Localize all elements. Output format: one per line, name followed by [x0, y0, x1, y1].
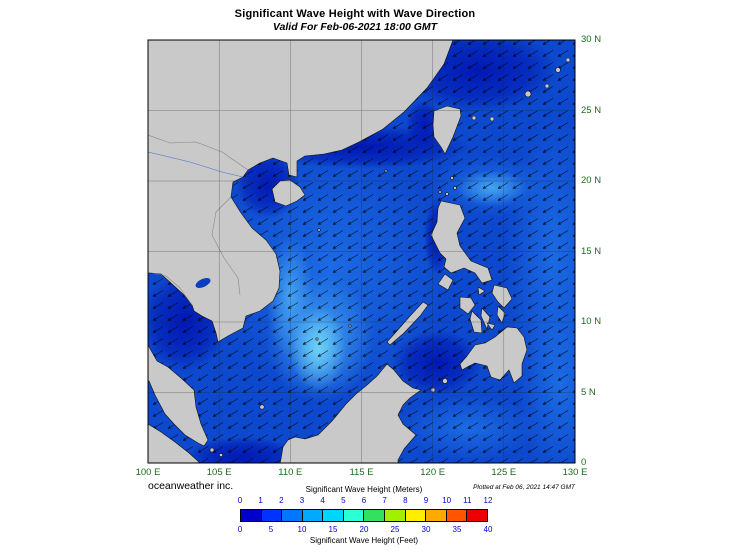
- colorbar-cell: [426, 510, 447, 521]
- colorbar-cell: [446, 510, 468, 521]
- credit-text: oceanweather inc.: [148, 480, 234, 492]
- lon-tick-label: 125 E: [491, 467, 517, 478]
- lon-tick-label: 110 E: [278, 467, 303, 478]
- lon-tick-label: 120 E: [420, 467, 446, 478]
- feet-tick-label: 25: [390, 525, 400, 534]
- feet-tick-label: 15: [328, 525, 338, 534]
- meters-tick-label: 1: [258, 496, 263, 505]
- feet-tick-label: 30: [421, 525, 431, 534]
- colorbar-feet-label: Significant Wave Height (Feet): [309, 536, 419, 545]
- country-borders: [148, 134, 249, 306]
- colorbar-cell: [302, 510, 324, 521]
- meters-tick-label: 9: [423, 496, 429, 505]
- lon-tick-label: 115 E: [349, 467, 374, 478]
- colorbar-cell: [405, 510, 427, 521]
- land-taiwan: [432, 105, 462, 155]
- grid-layer: [148, 40, 575, 463]
- chart-title: Significant Wave Height with Wave Direct…: [234, 8, 476, 20]
- colorbar-cell: [261, 510, 283, 521]
- meters-tick-label: 5: [341, 496, 346, 505]
- lon-tick-label: 105 E: [206, 467, 232, 478]
- lat-tick-label: 20 N: [581, 175, 602, 186]
- red-river: [148, 151, 244, 178]
- meters-tick-label: 12: [483, 496, 493, 505]
- lat-tick-label: 0: [581, 457, 587, 468]
- meters-tick-label: 11: [463, 496, 472, 505]
- land-hainan: [271, 179, 306, 207]
- colorbar-cell: [323, 510, 344, 521]
- feet-tick-label: 0: [237, 525, 243, 534]
- lake-tonle-sap: [195, 278, 211, 288]
- meters-tick-label: 6: [361, 496, 367, 505]
- lat-tick-label: 5 N: [581, 386, 596, 398]
- feet-tick-label: 20: [359, 525, 369, 534]
- land-mainland-asia: [148, 40, 454, 343]
- lon-tick-label: 130 E: [562, 467, 588, 478]
- small-islands: [209, 57, 571, 457]
- meters-tick-label: 10: [442, 496, 452, 505]
- feet-tick-label: 5: [268, 525, 274, 534]
- colorbar-cell: [467, 510, 487, 521]
- land-malay-peninsula: [148, 344, 209, 447]
- lat-tick-label: 30 N: [581, 34, 602, 45]
- feet-tick-label: 35: [452, 525, 462, 534]
- meters-tick-label: 0: [237, 496, 243, 505]
- land-layer: [148, 40, 571, 463]
- lon-tick-label: 100 E: [135, 467, 161, 478]
- meters-tick-label: 8: [403, 496, 408, 505]
- colorbar-cell: [241, 510, 262, 521]
- meters-tick-label: 3: [299, 496, 305, 505]
- feet-tick-label: 40: [483, 525, 493, 534]
- land-luzon: [430, 200, 493, 284]
- land-borneo: [279, 363, 422, 463]
- land-sumatra: [148, 423, 200, 463]
- lat-tick-label: 10 N: [581, 316, 602, 327]
- colorbar-meters-label: Significant Wave Height (Meters): [305, 485, 423, 494]
- colorbar-cell: [343, 510, 365, 521]
- lat-tick-label: 15 N: [581, 245, 602, 257]
- feet-tick-label: 10: [297, 525, 307, 534]
- lat-tick-label: 25 N: [581, 104, 602, 116]
- colorbar-cell: [385, 510, 406, 521]
- colorbar-cell: [282, 510, 303, 521]
- land-mindanao: [459, 326, 528, 384]
- colorbar-cell: [364, 510, 386, 521]
- meters-tick-label: 7: [382, 496, 387, 505]
- plotted-timestamp: Plotted at Feb 06, 2021 14:47 GMT: [473, 484, 575, 491]
- chart-subtitle: Valid For Feb-06-2021 18:00 GMT: [272, 21, 438, 33]
- meters-tick-label: 2: [279, 496, 284, 505]
- land-palawan: [386, 301, 429, 346]
- map-frame: [147, 39, 576, 464]
- meters-tick-label: 4: [320, 496, 325, 505]
- colorbar: [240, 509, 488, 522]
